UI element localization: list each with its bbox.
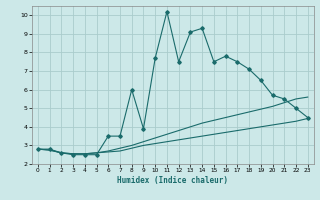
X-axis label: Humidex (Indice chaleur): Humidex (Indice chaleur) (117, 176, 228, 185)
